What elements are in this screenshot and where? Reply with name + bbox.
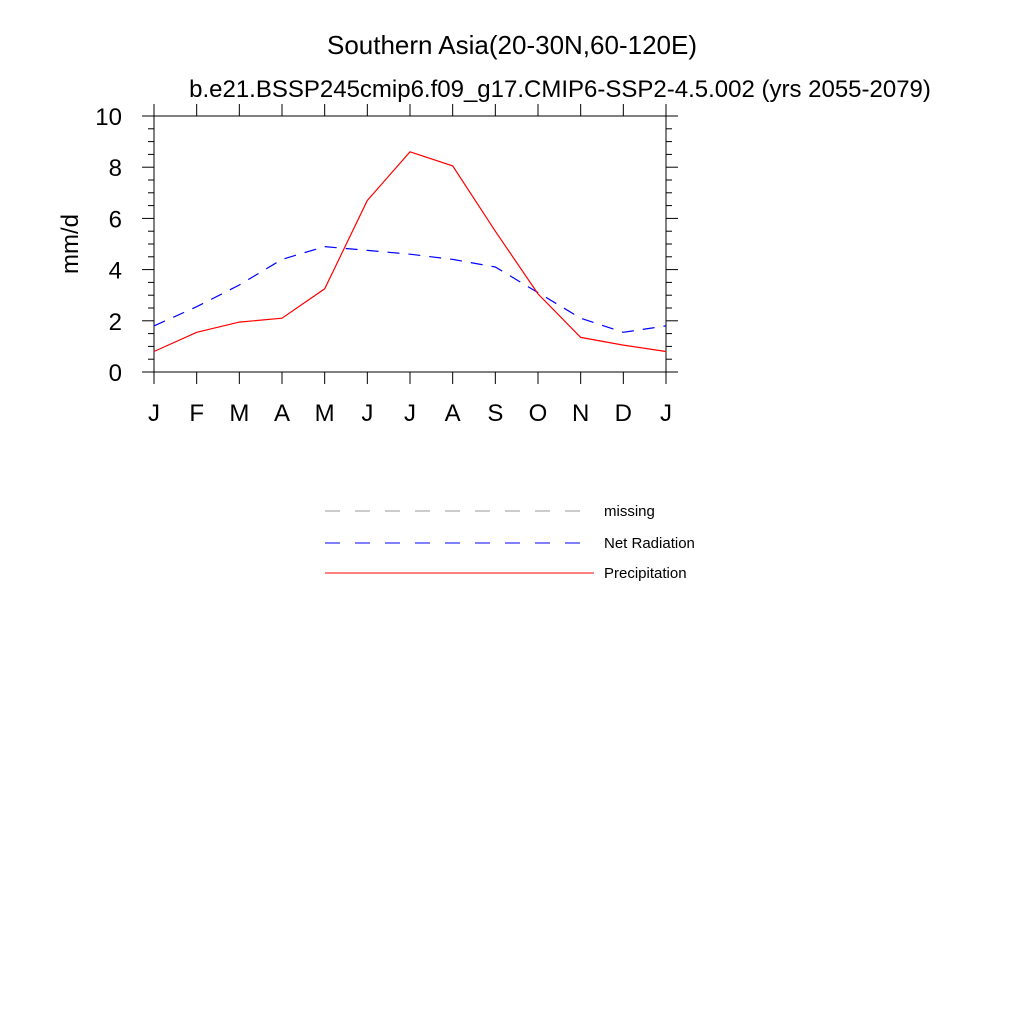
chart-title: Southern Asia(20-30N,60-120E) xyxy=(327,30,697,60)
y-tick-label: 4 xyxy=(109,258,122,285)
x-tick-label: J xyxy=(404,400,416,427)
series-line-net-radiation xyxy=(153,245,667,333)
y-tick-label: 10 xyxy=(95,104,122,131)
x-tick-label: J xyxy=(361,400,373,427)
series-line-precipitation xyxy=(153,151,667,353)
legend: missing Net Radiation Precipitation xyxy=(325,503,695,582)
x-tick-label: M xyxy=(229,400,249,427)
x-tick-label: N xyxy=(572,400,589,427)
x-tick-label: F xyxy=(189,400,204,427)
x-tick-label: A xyxy=(445,400,461,427)
x-tick-label: J xyxy=(148,400,160,427)
x-tick-label: J xyxy=(660,400,672,427)
x-tick-label: M xyxy=(315,400,335,427)
x-tick-label: S xyxy=(487,400,503,427)
y-tick-label: 8 xyxy=(109,155,122,182)
y-tick-label: 0 xyxy=(109,360,122,387)
x-tick-label: A xyxy=(274,400,290,427)
plot-frame xyxy=(153,115,667,373)
x-tick-label: O xyxy=(529,400,548,427)
y-tick-label: 2 xyxy=(109,309,122,336)
chart-subtitle: b.e21.BSSP245cmip6.f09_g17.CMIP6-SSP2-4.… xyxy=(189,76,931,103)
y-axis-label: mm/d xyxy=(57,214,84,274)
x-tick-label: D xyxy=(615,400,632,427)
legend-label-missing: missing xyxy=(604,503,655,520)
y-tick-label: 6 xyxy=(109,206,122,233)
legend-label-net-radiation: Net Radiation xyxy=(604,535,695,552)
legend-label-precipitation: Precipitation xyxy=(604,565,687,582)
